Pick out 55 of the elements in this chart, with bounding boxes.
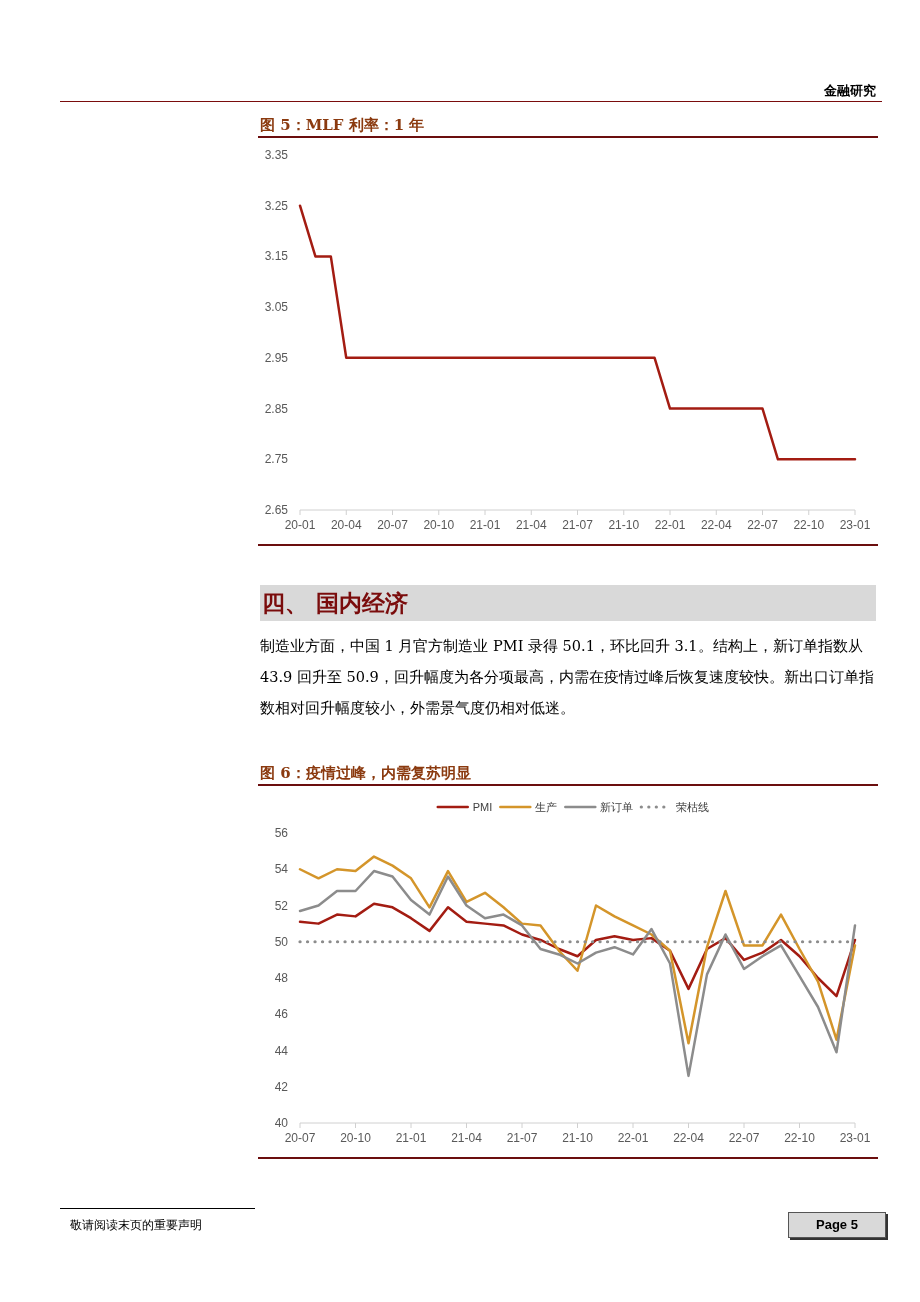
x-tick-label: 22-01 [617, 1131, 649, 1145]
legend-label: 新订单 [600, 801, 634, 813]
y-tick-label: 40 [274, 1116, 289, 1130]
text: 金融研究 [823, 82, 877, 100]
y-tick-label: 46 [274, 1007, 289, 1022]
x-tick-label: 21-07 [562, 518, 594, 532]
x-tick-label: 20-01 [284, 518, 316, 532]
x-tick-label: 20-07 [284, 1131, 316, 1145]
y-tick-label: 44 [274, 1043, 289, 1058]
y-tick-label: 52 [274, 898, 289, 913]
x-tick-label: 20-07 [377, 518, 409, 532]
line-series [298, 855, 857, 1045]
x-tick-label: 22-10 [793, 518, 825, 532]
text: 四、 国内经济 [260, 585, 876, 621]
line-series [298, 869, 857, 1078]
y-tick-label: 48 [274, 971, 289, 985]
x-tick-label: 20-10 [423, 518, 455, 532]
y-tick-label: 54 [274, 862, 289, 877]
legend-label: 荣枯线 [676, 801, 710, 813]
x-tick-label: 21-07 [506, 1131, 538, 1145]
y-tick-label: 50 [274, 934, 289, 949]
x-tick-label: 21-01 [469, 518, 501, 532]
x-tick-label: 21-10 [562, 1131, 594, 1145]
text: 敬请阅读末页的重要声明 [70, 1217, 202, 1234]
legend-label: 生产 [535, 801, 558, 813]
y-tick-label: 2.75 [264, 452, 289, 467]
y-tick-label: 2.85 [264, 401, 289, 416]
line-series [298, 204, 857, 461]
text: 制造业方面，中国 1 月官方制造业 PMI 录得 50.1，环比回升 3.1。结构上，新订单指数从 43.9 回升至 50.9，回升幅度为各分项最高，内需在疫情过峰后恢复速度较快。新出口订单指数相对回升幅度较小，外需景气度仍相对低迷。 [260, 637, 875, 718]
y-tick-label: 3.15 [264, 249, 289, 264]
chart-title: 图 6：疫情过峰，内需复苏明显 [260, 764, 471, 782]
x-tick-label: 21-04 [451, 1131, 483, 1145]
y-tick-label: 42 [274, 1079, 289, 1094]
x-tick-label: 22-07 [728, 1131, 760, 1145]
x-tick-label: 21-01 [395, 1131, 427, 1145]
x-tick-label: 23-01 [839, 1131, 871, 1145]
x-tick-label: 21-04 [515, 518, 547, 532]
x-tick-label: 20-10 [340, 1131, 372, 1145]
x-tick-label: 20-04 [330, 518, 362, 532]
x-tick-label: 22-10 [784, 1131, 816, 1145]
x-tick-label: 21-10 [608, 518, 640, 532]
chart-title: 图 5：MLF 利率：1 年 [260, 116, 425, 134]
y-tick-label: 2.65 [264, 503, 289, 517]
x-tick-label: 23-01 [839, 518, 871, 532]
y-tick-label: 3.05 [264, 300, 289, 315]
y-tick-label: 3.35 [264, 148, 289, 162]
y-tick-label: 2.95 [264, 350, 289, 365]
x-tick-label: 22-04 [700, 518, 732, 532]
x-tick-label: 22-01 [654, 518, 686, 532]
y-tick-label: 3.25 [264, 198, 289, 213]
x-tick-label: 22-04 [673, 1131, 705, 1145]
y-tick-label: 56 [274, 826, 289, 840]
text: Page 5 [788, 1212, 886, 1238]
x-tick-label: 22-07 [747, 518, 779, 532]
legend-label: PMI [472, 801, 493, 813]
